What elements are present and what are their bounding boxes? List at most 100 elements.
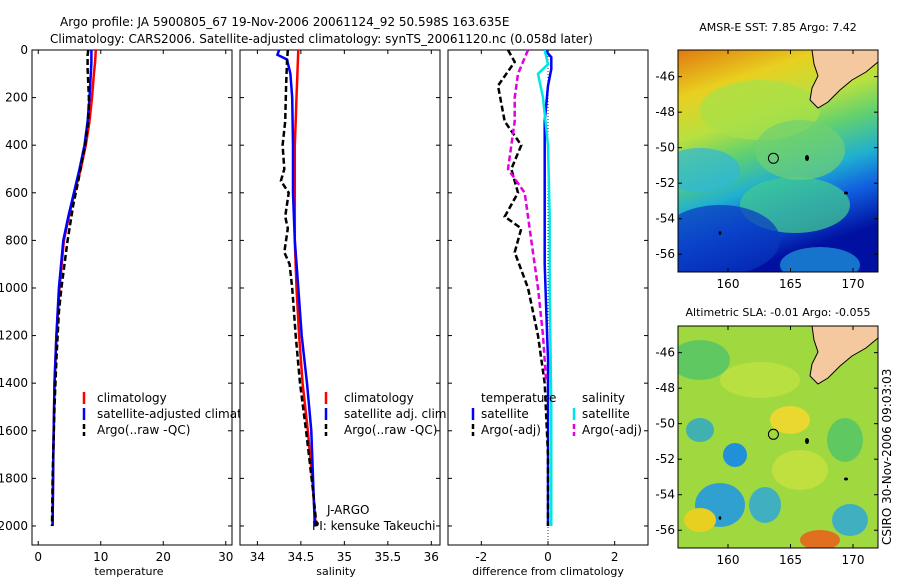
y-tick-label: 2000 (0, 519, 28, 533)
institution-label: J-ARGO (326, 503, 369, 517)
sst-map-frame (677, 49, 879, 273)
temperature-x-axis: 0 10 20 30 (34, 50, 233, 564)
difference-series (496, 49, 553, 526)
profile-location-marker (767, 152, 779, 164)
y-tick-label: 400 (5, 138, 28, 152)
temperature-series (50, 49, 98, 527)
salinity-x-axis: 34 34.5 35 35.5 36 (250, 50, 439, 564)
legend-label-climatology: climatology (97, 391, 167, 405)
legend-label-climatology: climatology (344, 391, 414, 405)
sla-map-frame (677, 325, 879, 549)
y-tick-label: 1400 (0, 376, 28, 390)
landmass (809, 50, 878, 109)
legend-title-salinity: salinity (582, 391, 625, 405)
x-tick-label: 2 (611, 550, 619, 564)
sst-heatmap (678, 50, 878, 272)
side-timestamp-label: CSIRO 30-Nov-2006 09:03:03 (880, 369, 894, 545)
lon-tick-label: 160 (717, 277, 740, 291)
sst-map-panel: AMSR-E SST: 7.85 Argo: 7.42 -46 -48 -50 -52… (655, 21, 879, 291)
island (844, 477, 848, 481)
sla-map-panel: Altimetric SLA: -0.01 Argo: -0.055 -46-4… (655, 306, 879, 567)
lon-tick-label: 170 (842, 277, 865, 291)
legend-label-sal-argo: Argo(-adj) (582, 423, 642, 437)
x-tick-label: 34 (250, 550, 265, 564)
x-tick-label: -2 (475, 550, 487, 564)
figure-title-line2: Climatology: CARS2006. Satellite-adjuste… (50, 32, 593, 46)
sla-map-lat-axis: -46 -48 -50 -52 -54 -56 (655, 346, 878, 537)
legend-label-satellite: satellite-adjusted climatology (97, 407, 275, 421)
salinity-y-axis (240, 49, 440, 527)
salinity-panel: 34 34.5 35 35.5 36 salinity climatology sate… (239, 49, 450, 578)
x-tick-label: 34.5 (288, 550, 315, 564)
legend-label-temp-argo: Argo(-adj) (481, 423, 541, 437)
island (844, 191, 848, 195)
lat-tick-label: -46 (655, 70, 675, 84)
lat-tick-label: -46 (655, 346, 675, 360)
salinity-plot-frame (239, 49, 441, 546)
temperature-panel: 0 200 400 600 800 1000 1200 1400 1600 1800 2000 0 1… (0, 43, 275, 578)
x-tick-label: 30 (218, 550, 233, 564)
x-tick-label: 20 (156, 550, 171, 564)
legend-label-argo: Argo(..raw -QC) (97, 423, 190, 437)
lat-tick-label: -52 (655, 176, 675, 190)
landmass (809, 326, 878, 385)
lat-tick-label: -48 (655, 105, 675, 119)
x-tick-label: 0 (34, 550, 42, 564)
y-tick-label: 0 (20, 43, 28, 57)
y-tick-label: 800 (5, 233, 28, 247)
difference-y-axis (448, 49, 648, 527)
figure-title-line1: Argo profile: JA 5900805_67 19-Nov-2006 … (60, 15, 510, 29)
legend-label-satellite: satellite adj. clim. (344, 407, 450, 421)
lat-tick-label: -54 (655, 488, 675, 502)
legend-label-temp-satellite: satellite (481, 407, 529, 421)
lon-tick-label: 170 (842, 553, 865, 567)
difference-legend: temperature satellite Argo(-adj) salinit… (471, 391, 642, 437)
temperature-x-label: temperature (94, 565, 163, 578)
legend-label-sal-satellite: satellite (582, 407, 630, 421)
series-line-salinity-satellite (536, 49, 553, 526)
difference-x-label: difference from climatology (472, 565, 624, 578)
salinity-legend: climatology satellite adj. clim. Argo(..… (324, 391, 450, 437)
difference-panel: -2 0 2 difference from climatology tempera… (447, 49, 649, 578)
x-tick-label: 35 (337, 550, 352, 564)
lat-tick-label: -52 (655, 452, 675, 466)
sst-map-lon-axis: 160 165 170 (717, 50, 865, 291)
island (718, 231, 722, 235)
x-tick-label: 10 (93, 550, 108, 564)
lat-tick-label: -54 (655, 212, 675, 226)
lon-tick-label: 160 (717, 553, 740, 567)
salinity-x-label: salinity (316, 565, 356, 578)
sla-map-lon-axis: 160 165 170 (717, 326, 865, 567)
y-tick-label: 200 (5, 91, 28, 105)
temperature-y-axis: 0 200 400 600 800 1000 1200 1400 1600 1800 2000 (0, 43, 232, 533)
lat-tick-label: -48 (655, 381, 675, 395)
series-line-argo-raw-qc- (279, 49, 318, 527)
y-tick-label: 600 (5, 186, 28, 200)
legend-label-argo: Argo(..raw -QC) (344, 423, 437, 437)
x-tick-label: 35.5 (374, 550, 401, 564)
y-tick-label: 1800 (0, 471, 28, 485)
pi-label: PI: kensuke Takeuchi (312, 519, 435, 533)
legend-title-temperature: temperature (481, 391, 556, 405)
sst-map-title: AMSR-E SST: 7.85 Argo: 7.42 (699, 21, 857, 34)
lon-tick-label: 165 (779, 277, 802, 291)
x-tick-label: 36 (424, 550, 439, 564)
island (805, 438, 809, 444)
y-tick-label: 1000 (0, 281, 28, 295)
x-tick-label: 0 (544, 550, 552, 564)
lat-tick-label: -56 (655, 523, 675, 537)
lat-tick-label: -56 (655, 247, 675, 261)
sst-map-lat-axis: -46 -48 -50 -52 -54 -56 (655, 70, 878, 261)
salinity-series (275, 49, 318, 527)
island (718, 516, 722, 520)
series-line-salinity-argo-adj- (506, 49, 548, 384)
sla-heatmap (678, 326, 878, 548)
y-tick-label: 1600 (0, 424, 28, 438)
profile-location-marker (767, 428, 779, 440)
series-line-temperature-argo-adj- (496, 49, 550, 526)
temperature-plot-frame (31, 49, 233, 546)
series-line-argo-raw-qc- (50, 49, 91, 527)
island (805, 155, 809, 161)
lat-tick-label: -50 (655, 417, 675, 431)
